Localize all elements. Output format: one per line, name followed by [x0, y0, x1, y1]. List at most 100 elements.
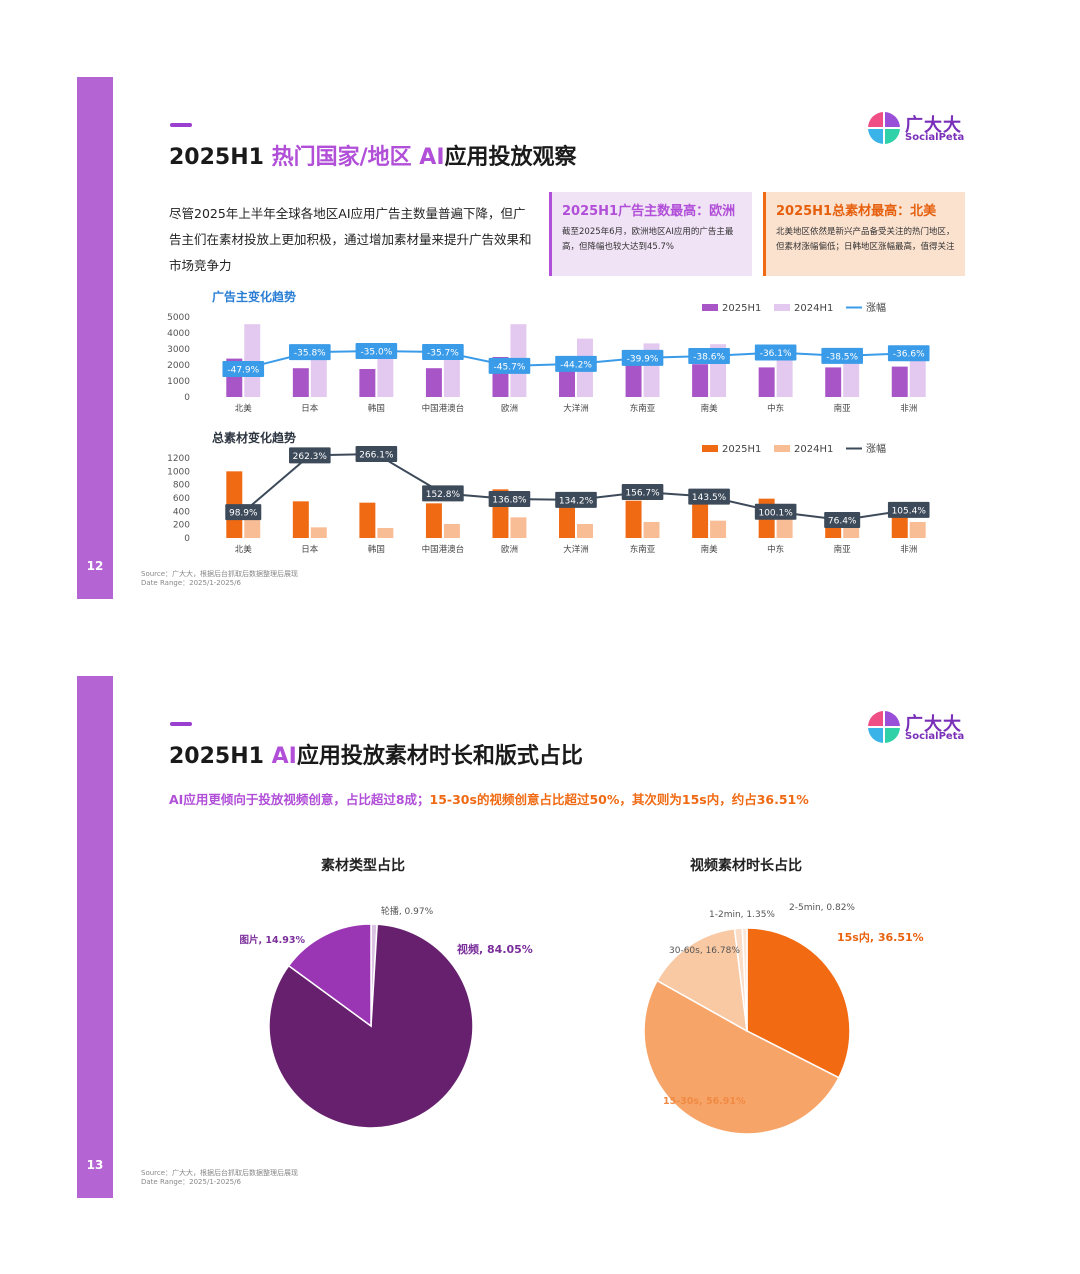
growth-label-box [488, 357, 531, 374]
growth-label-box [422, 343, 464, 360]
growth-data-label: 76.4% [828, 517, 857, 527]
logo-en: SocialPeta [905, 132, 965, 143]
growth-data-label: 156.7% [625, 489, 660, 499]
x-tick-label: 韩国 [368, 544, 385, 555]
legend-swatch-2025h1 [702, 304, 718, 311]
page-number: 13 [86, 1158, 104, 1172]
bar-2024h1 [310, 352, 327, 397]
bar-2025h1 [825, 367, 842, 397]
bar-2025h1 [425, 368, 442, 397]
x-tick-label: 欧洲 [501, 403, 518, 414]
bar-2024h1 [244, 324, 261, 397]
bar-2024h1 [843, 524, 860, 538]
logo-cn: 广大大 [905, 115, 962, 136]
growth-label-box [225, 504, 262, 521]
x-tick-label: 中国港澳台 [422, 403, 465, 414]
growth-label-box [621, 349, 664, 366]
legend-label: 2025H1 [722, 444, 761, 455]
legend-swatch-2025h1 [702, 445, 718, 452]
source-line: Source：广大大，根据后台抓取后数据整理后展现 [141, 1169, 299, 1177]
pie-slice [746, 927, 851, 1079]
y-tick-label: 0 [184, 393, 190, 403]
bar-2025h1 [425, 503, 442, 538]
growth-data-label: -35.8% [294, 349, 326, 359]
growth-data-label: -35.0% [360, 348, 392, 358]
bar-2024h1 [510, 517, 527, 538]
slide-12: 12 2025H1 热门国家/地区 AI应用投放观察 广大大 SocialPet… [77, 77, 980, 599]
bar-2025h1 [692, 364, 709, 397]
x-tick-label: 东南亚 [630, 544, 656, 555]
bar-2024h1 [443, 352, 460, 397]
logo-mark-icon [868, 112, 900, 144]
pie-data-label: 2-5min, 0.82% [789, 903, 855, 913]
growth-label-box [688, 348, 730, 365]
growth-label-box [754, 344, 797, 361]
legend-swatch-2024h1 [774, 445, 790, 452]
pie-title-format: 素材类型占比 [321, 858, 405, 874]
growth-label-box [621, 484, 664, 501]
bar-2025h1 [559, 364, 575, 397]
y-tick-label: 3000 [167, 345, 190, 355]
y-tick-label: 200 [173, 521, 190, 531]
growth-label-box [887, 501, 930, 518]
legend-label: 2025H1 [722, 303, 761, 314]
legend-label: 2024H1 [794, 444, 833, 455]
y-tick-label: 4000 [167, 329, 190, 339]
growth-label-box [555, 355, 597, 372]
brand-logo: 广大大 SocialPeta [867, 111, 977, 147]
bar-2024h1 [909, 522, 926, 538]
x-tick-label: 南亚 [834, 403, 852, 414]
growth-data-label: 262.3% [293, 452, 328, 462]
x-tick-label: 中国港澳台 [422, 544, 465, 555]
growth-data-label: -45.7% [494, 362, 526, 372]
card-text: 北美地区依然是新兴产品备受关注的热门地区，但素材涨幅偏低；日韩地区涨幅最高，值得… [776, 227, 955, 252]
x-tick-label: 中东 [767, 403, 784, 414]
bar-2024h1 [776, 519, 793, 538]
duration-share-pie: 15s内, 36.51% 15-30s, 56.91% 30-60s, 16.78%… [643, 903, 924, 1135]
logo-cn: 广大大 [905, 714, 962, 735]
bar-2025h1 [292, 368, 309, 397]
x-tick-label: 日本 [301, 403, 319, 414]
advertiser-trend-chart: 广告主变化趋势 0 1000 2000 3000 4000 5000 北美 日本 韩国 中国港澳台 欧… [167, 289, 930, 414]
growth-label-box [355, 446, 398, 462]
slide-sidebar: 13 [77, 676, 113, 1198]
growth-data-label: 105.4% [892, 506, 927, 516]
page-title: 2025H1 AI应用投放素材时长和版式占比 [169, 738, 583, 770]
growth-data-label: -47.9% [227, 366, 259, 376]
x-tick-label: 东南亚 [630, 403, 656, 414]
growth-label-box [754, 503, 797, 520]
source-line: Source：广大大，根据后台抓取后数据整理后展现 [141, 570, 299, 578]
growth-data-label: 100.1% [758, 508, 793, 518]
title-highlight: 热门国家/地区 AI [271, 145, 445, 170]
growth-label-box [422, 485, 464, 502]
bar-2024h1 [244, 520, 261, 538]
pie-data-label: 1-2min, 1.35% [709, 910, 775, 920]
page-number: 12 [86, 559, 104, 573]
growth-label-box [289, 344, 331, 361]
title-prefix: 2025H1 [169, 744, 272, 769]
x-tick-label: 大洋洲 [563, 544, 589, 555]
bar-2024h1 [443, 524, 460, 538]
growth-data-label: -38.6% [693, 353, 725, 363]
logo-mark-icon [868, 711, 900, 743]
chart-title: 广告主变化趋势 [212, 289, 296, 304]
bar-2025h1 [758, 367, 775, 397]
date-range-line: Date Range：2025/1-2025/6 [141, 579, 241, 587]
format-share-pie: 轮播, 0.97% 视频, 84.05% 图片, 14.93% [240, 905, 533, 1129]
x-tick-label: 南亚 [834, 544, 852, 555]
y-tick-label: 1200 [167, 454, 190, 464]
highlight-card-advertisers: 2025H1广告主数最高：欧洲 截至2025年6月，欧洲地区AI应用的广告主最高… [549, 192, 752, 276]
x-tick-label: 北美 [235, 403, 253, 414]
legend-swatch-2024h1 [774, 304, 790, 311]
bar-2024h1 [776, 350, 793, 397]
growth-label-box [555, 491, 597, 508]
bar-2025h1 [891, 366, 908, 397]
x-tick-label: 欧洲 [501, 544, 518, 555]
growth-data-label: -36.1% [760, 349, 792, 359]
growth-label-box [222, 361, 265, 377]
bar-2025h1 [692, 497, 709, 538]
title-accent-dash [170, 123, 192, 127]
growth-label-box [688, 488, 730, 505]
key-finding-part1: AI应用更倾向于投放视频创意，占比超过8成； [169, 792, 430, 807]
pie-slice [287, 923, 372, 1028]
